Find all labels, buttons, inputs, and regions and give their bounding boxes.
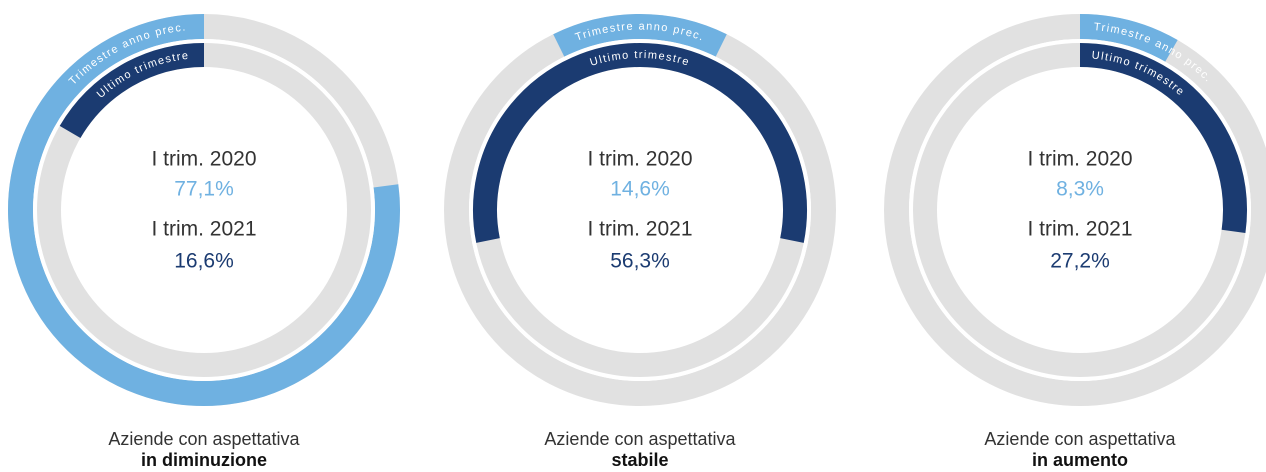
period-label: I trim. 2021 xyxy=(151,218,256,241)
ring-segment xyxy=(553,14,727,57)
period-label: I trim. 2020 xyxy=(151,148,256,171)
ring-segment xyxy=(1079,43,1247,234)
ring-segment xyxy=(59,43,205,139)
ring-track xyxy=(444,14,836,406)
period-label: I trim. 2020 xyxy=(1027,148,1132,171)
value-label: 16,6% xyxy=(174,250,234,273)
ring-separator xyxy=(469,39,811,381)
ring-separator xyxy=(33,39,375,381)
ring-segment xyxy=(473,43,807,243)
caption: Aziende con aspettativa xyxy=(984,429,1176,449)
value-label: 8,3% xyxy=(1056,178,1104,201)
period-label: I trim. 2021 xyxy=(587,218,692,241)
value-label: 14,6% xyxy=(610,178,670,201)
caption-strong: stabile xyxy=(611,450,668,470)
caption-strong: in diminuzione xyxy=(141,450,267,470)
caption: Aziende con aspettativa xyxy=(544,429,736,449)
value-label: 77,1% xyxy=(174,178,234,201)
value-label: 56,3% xyxy=(610,250,670,273)
caption-strong: in aumento xyxy=(1032,450,1128,470)
period-label: I trim. 2020 xyxy=(587,148,692,171)
ring-segment xyxy=(1079,14,1178,62)
value-label: 27,2% xyxy=(1050,250,1110,273)
ring-separator xyxy=(909,39,1251,381)
caption: Aziende con aspettativa xyxy=(108,429,300,449)
ring-segment xyxy=(8,14,400,406)
period-label: I trim. 2021 xyxy=(1027,218,1132,241)
